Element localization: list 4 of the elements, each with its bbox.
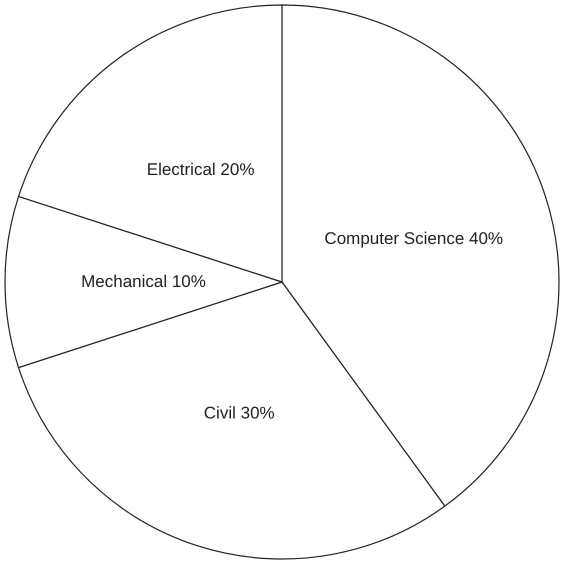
slice-label: Electrical 20% [146,160,254,179]
slice-label: Mechanical 10% [81,272,206,291]
slice-label: Computer Science 40% [324,229,504,248]
slice-label: Civil 30% [204,404,275,423]
